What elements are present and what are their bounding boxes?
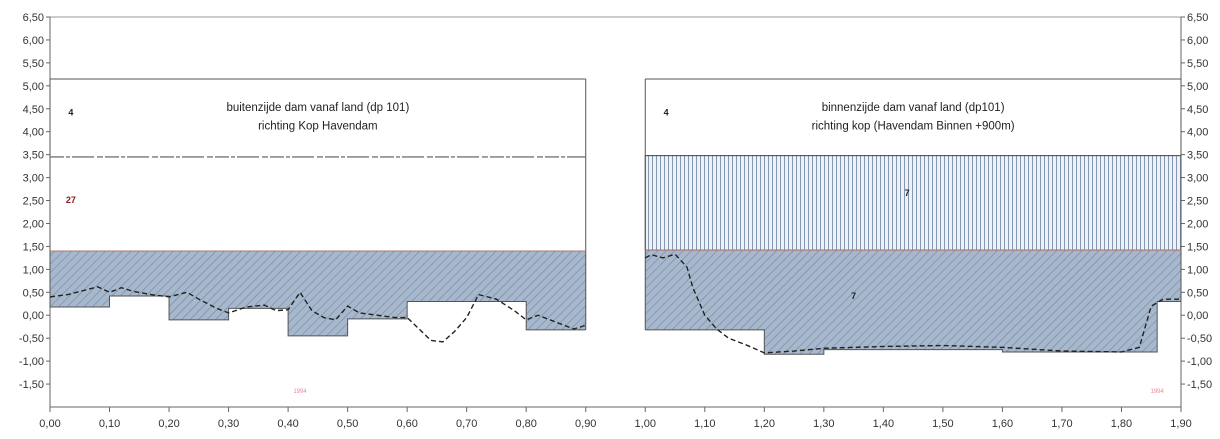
y-tick-label-right: -0,50 [1187, 333, 1212, 345]
y-tick-label-right: 0,00 [1187, 310, 1208, 322]
y-tick-label-left: 3,50 [23, 150, 44, 162]
x-tick-label: 0,30 [218, 418, 239, 430]
zone-label: 4 [664, 108, 669, 118]
zone-label: 7 [905, 188, 910, 198]
x-tick-label: 1,50 [932, 418, 953, 430]
measured-profile-line [49, 286, 586, 343]
y-tick-label-right: 5,50 [1187, 58, 1208, 70]
axes: 6,50 6,50 6,00 6,00 5,50 5,50 5,00 5,00 4,50 4,50… [19, 12, 1212, 430]
x-tick-label: 1,80 [1111, 418, 1132, 430]
panel-binnenzijde: binnenzijde dam vanaf land (dp101) richti… [644, 78, 1182, 395]
y-tick-label-right: 3,50 [1187, 150, 1208, 162]
x-tick-label: 1,00 [635, 418, 656, 430]
y-tick-label-left: 5,00 [23, 81, 44, 93]
y-tick-label-left: 6,00 [23, 35, 44, 47]
vertical-hatch-band [644, 155, 1182, 251]
x-tick-label: 1,90 [1170, 418, 1191, 430]
y-tick-label-left: 0,00 [23, 310, 44, 322]
x-tick-label: 0,60 [396, 418, 417, 430]
panels: buitenzijde dam vanaf land (dp 101) richt… [49, 78, 1182, 395]
measured-profile-line [644, 253, 1181, 354]
y-tick-label-left: 5,50 [23, 58, 44, 70]
y-tick-label-left: 4,50 [23, 104, 44, 116]
x-tick-label: 0,70 [456, 418, 477, 430]
y-tick-label-right: -1,50 [1187, 379, 1212, 391]
panel-buitenzijde: buitenzijde dam vanaf land (dp 101) richt… [49, 78, 587, 395]
footnote-year: 1994 [293, 389, 307, 395]
y-tick-label-left: -1,00 [19, 356, 44, 368]
x-tick-label: 0,20 [158, 418, 179, 430]
hatched-zone [645, 250, 1181, 355]
y-tick-label-left: -1,50 [19, 379, 44, 391]
y-tick-label-right: 2,50 [1187, 196, 1208, 208]
step-outline [645, 300, 1181, 355]
y-tick-label-right: 4,00 [1187, 127, 1208, 139]
y-tick-label-right: 1,50 [1187, 241, 1208, 253]
y-tick-label-right: 4,50 [1187, 104, 1208, 116]
x-tick-label: 0,10 [99, 418, 120, 430]
y-tick-label-left: 0,50 [23, 287, 44, 299]
x-tick-label: 0,90 [575, 418, 596, 430]
y-tick-label-left: -0,50 [19, 333, 44, 345]
x-tick-label: 0,40 [277, 418, 298, 430]
zone-label: 7 [851, 291, 856, 301]
y-tick-label-right: 0,50 [1187, 287, 1208, 299]
step-outline [50, 295, 586, 337]
x-tick-label: 1,10 [694, 418, 715, 430]
panel-title-line1: buitenzijde dam vanaf land (dp 101) [226, 102, 409, 114]
zone-label: 4 [68, 108, 73, 118]
x-tick-label: 0,00 [39, 418, 60, 430]
y-tick-label-left: 1,50 [23, 241, 44, 253]
y-tick-label-right: 5,00 [1187, 81, 1208, 93]
x-tick-label: 1,70 [1051, 418, 1072, 430]
y-tick-label-right: 1,00 [1187, 264, 1208, 276]
y-tick-label-right: 2,00 [1187, 218, 1208, 230]
y-tick-label-left: 4,00 [23, 127, 44, 139]
x-tick-label: 1,30 [813, 418, 834, 430]
y-tick-label-right: 3,00 [1187, 173, 1208, 185]
y-tick-label-left: 3,00 [23, 173, 44, 185]
y-tick-label-left: 6,50 [23, 12, 44, 24]
x-tick-label: 1,40 [873, 418, 894, 430]
x-tick-label: 1,60 [992, 418, 1013, 430]
panel-title-line2: richting kop (Havendam Binnen +900m) [812, 120, 1015, 132]
hatched-zone [50, 251, 586, 336]
y-tick-label-right: 6,50 [1187, 12, 1208, 24]
y-tick-label-left: 2,00 [23, 218, 44, 230]
x-tick-label: 0,80 [515, 418, 536, 430]
y-tick-label-left: 1,00 [23, 264, 44, 276]
y-tick-label-right: -1,00 [1187, 356, 1212, 368]
x-tick-label: 1,20 [754, 418, 775, 430]
zone-label: 27 [66, 195, 76, 205]
y-tick-label-right: 6,00 [1187, 35, 1208, 47]
x-tick-label: 0,50 [337, 418, 358, 430]
panel-title-line2: richting Kop Havendam [258, 120, 378, 132]
y-tick-label-left: 2,50 [23, 196, 44, 208]
panel-title-line1: binnenzijde dam vanaf land (dp101) [822, 102, 1005, 114]
footnote-year: 1994 [1151, 389, 1165, 395]
